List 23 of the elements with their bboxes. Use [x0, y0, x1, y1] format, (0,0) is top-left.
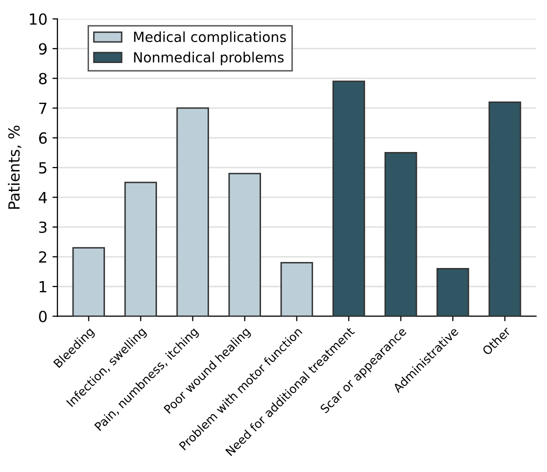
y-tick-label: 6 [39, 132, 47, 144]
y-tick-label: 1 [40, 281, 46, 292]
bar [332, 80, 366, 316]
y-tick-label: 7 [39, 102, 46, 114]
y-tick-label: 3 [39, 221, 46, 234]
bar [436, 268, 470, 316]
legend-label: Medical complications [134, 31, 286, 45]
y-tick-label: 0 [39, 310, 47, 322]
bar [72, 247, 105, 316]
y-tick-label: 9 [38, 43, 47, 55]
y-tick-label: 4 [38, 192, 47, 204]
bar [176, 107, 209, 316]
y-tick-label: 2 [39, 251, 46, 263]
bar [384, 152, 418, 316]
bar [124, 182, 157, 316]
y-tick-label: 10 [30, 13, 47, 25]
bar [228, 172, 262, 316]
legend-label: Nonmedical problems [134, 52, 284, 66]
bar [280, 262, 314, 316]
y-tick-label: 5 [39, 162, 46, 174]
y-tick-label: 8 [39, 72, 47, 84]
bar [488, 101, 522, 316]
y-axis-title: Patients, % [8, 126, 22, 209]
